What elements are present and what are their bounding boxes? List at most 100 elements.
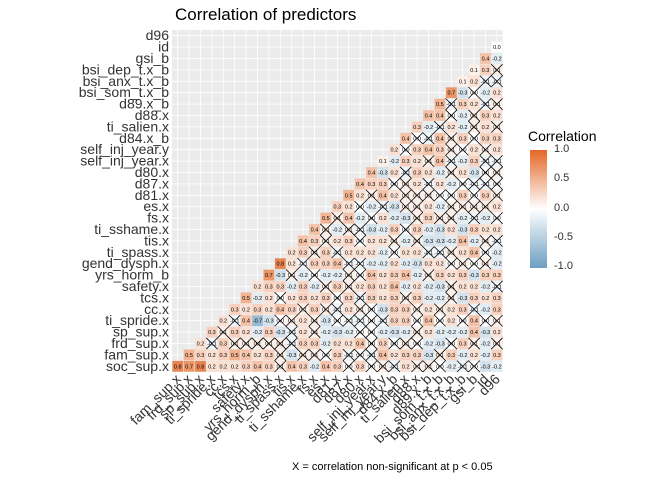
cell-value-label: 0.7: [265, 273, 273, 279]
correlation-cell: [366, 178, 377, 190]
nonsignificant-cross: [365, 360, 378, 373]
correlation-cell: [354, 338, 366, 349]
nonsignificant-cross: [490, 337, 503, 350]
cell-value-label: 0.2: [447, 307, 455, 313]
correlation-cell: [445, 269, 457, 281]
cell-value-label: 0.0: [482, 250, 490, 256]
cell-value-label: 0.4: [345, 216, 353, 222]
correlation-cell: [274, 258, 286, 270]
correlation-cell: [263, 360, 275, 372]
cell-value-label: 0.1: [493, 125, 501, 131]
correlation-cell: [309, 235, 320, 247]
nonsignificant-cross: [433, 189, 446, 202]
cell-value-label: -0.2: [481, 285, 490, 291]
nonsignificant-cross: [354, 269, 367, 282]
nonsignificant-cross: [411, 360, 424, 373]
correlation-cell: [457, 110, 469, 121]
cell-value-label: 0.0: [447, 262, 455, 268]
correlation-cell: [491, 246, 503, 258]
cell-value-label: 0.3: [390, 228, 398, 234]
correlation-cell: [491, 292, 503, 304]
cell-value-label: 0.1: [447, 171, 455, 177]
cell-value-label: 0.1: [299, 307, 307, 313]
cell-value-label: 0.0: [470, 193, 478, 199]
cell-value-label: -0.2: [401, 262, 410, 268]
cell-value-label: 0.0: [368, 307, 376, 313]
cell-value-label: 0.0: [436, 364, 444, 370]
cell-value-label: 0.3: [447, 353, 455, 359]
nonsignificant-cross: [365, 348, 378, 361]
cell-value-label: -0.2: [492, 262, 501, 268]
nonsignificant-cross: [342, 269, 355, 282]
correlation-cell: [195, 338, 206, 349]
cell-value-label: 0.3: [413, 228, 421, 234]
cell-value-label: -0.1: [424, 136, 433, 142]
nonsignificant-cross: [285, 337, 298, 350]
nonsignificant-cross: [479, 75, 492, 88]
cell-value-label: 0.1: [493, 193, 501, 199]
cell-value-label: 0.1: [470, 342, 478, 348]
nonsignificant-cross: [319, 280, 332, 293]
correlation-cell: [400, 315, 412, 327]
correlation-cell: [331, 360, 343, 372]
correlation-cell: [457, 98, 469, 110]
correlation-cell: [354, 189, 366, 201]
correlation-cell: [377, 178, 389, 190]
correlation-cell: [400, 258, 412, 270]
correlation-cell: [206, 326, 218, 338]
cell-value-label: 0.1: [379, 159, 387, 165]
cell-value-label: -0.3: [390, 330, 399, 336]
correlation-cell: [400, 303, 412, 315]
cell-value-label: 0.0: [368, 364, 376, 370]
nonsignificant-cross: [308, 246, 321, 259]
cell-value-label: 0.3: [299, 285, 307, 291]
cell-value-label: -0.2: [298, 273, 307, 279]
correlation-cell: [309, 303, 320, 315]
cell-value-label: 0.1: [356, 307, 364, 313]
correlation-cell: [331, 349, 343, 361]
cell-value-label: 0.3: [265, 330, 273, 336]
correlation-cell: [297, 338, 309, 349]
nonsignificant-cross: [490, 166, 503, 179]
correlation-cell: [240, 315, 252, 327]
correlation-cell: [411, 269, 423, 281]
nonsignificant-cross: [456, 200, 469, 213]
nonsignificant-cross: [319, 223, 332, 236]
correlation-cell: [377, 258, 389, 270]
correlation-cell: [400, 269, 412, 281]
cell-value-label: -0.1: [492, 79, 501, 85]
cell-value-label: -0.3: [469, 273, 478, 279]
cell-value-label: 0.0: [470, 91, 478, 97]
cell-value-label: -0.1: [355, 296, 364, 302]
correlation-cell: [434, 132, 446, 144]
y-tick-label: bsi_dep_t.x_b: [82, 61, 169, 77]
cell-value-label: 0.1: [265, 342, 273, 348]
y-tick-label: safety.x: [122, 278, 169, 294]
cell-value-label: 0.2: [219, 319, 227, 325]
correlation-cell: [297, 315, 309, 327]
correlation-cell: [400, 360, 412, 372]
correlation-cell: [286, 303, 298, 315]
correlation-cell: [468, 64, 480, 76]
cell-value-label: 0.1: [447, 136, 455, 142]
nonsignificant-cross: [274, 314, 287, 327]
nonsignificant-cross: [445, 109, 458, 122]
correlation-cell: [354, 178, 366, 190]
cell-value-label: 0.2: [459, 285, 467, 291]
nonsignificant-cross: [354, 348, 367, 361]
cell-value-label: 0.3: [482, 114, 490, 120]
nonsignificant-cross: [468, 109, 481, 122]
correlation-cell: [286, 349, 298, 361]
nonsignificant-cross: [479, 143, 492, 156]
cell-value-label: 0.1: [413, 364, 421, 370]
cell-value-label: -0.3: [321, 319, 330, 325]
correlation-cell: [434, 167, 446, 178]
correlation-cell: [457, 155, 469, 167]
correlation-cell: [400, 281, 412, 292]
cell-value-label: 0.2: [425, 171, 433, 177]
y-tick-label: ti_salien.x: [107, 118, 169, 134]
cell-value-label: 0.3: [482, 68, 490, 74]
cell-value-label: 0.1: [470, 125, 478, 131]
nonsignificant-cross: [445, 337, 458, 350]
correlation-cell: [320, 212, 332, 224]
